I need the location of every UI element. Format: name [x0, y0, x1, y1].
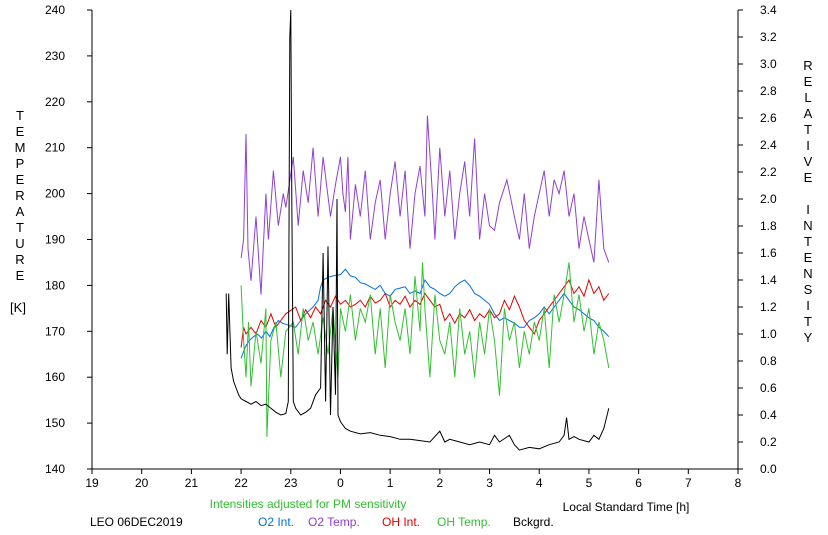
y-right-tick-label: 3.4 [760, 3, 777, 17]
y-axis-label-right-letter: E [804, 170, 813, 185]
y-left-tick-label: 180 [45, 278, 65, 292]
y-axis-label-right-letter: E [804, 74, 813, 89]
legend-item-bckgrd: Bckgrd. [513, 515, 554, 529]
y-right-tick-label: 1.4 [760, 273, 777, 287]
y-left-tick-label: 150 [45, 416, 65, 430]
x-tick-label: 23 [284, 476, 298, 490]
y-right-tick-label: 1.6 [760, 246, 777, 260]
y-axis-label-left-letter: U [15, 236, 24, 251]
y-axis-label-right-letter: S [804, 282, 813, 297]
legend: O2 Int. O2 Temp. OH Int. OH Temp. Bckgrd. [258, 515, 554, 529]
y-right-tick-label: 2.4 [760, 138, 777, 152]
y-axis-label-right-letter: Y [804, 330, 813, 345]
x-tick-label: 1 [387, 476, 394, 490]
y-axis-label-right-letter: R [803, 58, 812, 73]
station-date-label: LEO 06DEC2019 [90, 515, 183, 529]
y-right-tick-label: 3.0 [760, 57, 777, 71]
y-right-tick-label: 3.2 [760, 30, 777, 44]
y-axis-label-left-letter: E [16, 268, 25, 283]
x-tick-label: 22 [234, 476, 248, 490]
series-line-oh-temp [240, 262, 610, 437]
x-tick-label: 8 [735, 476, 742, 490]
y-axis-label-left-letter: A [16, 204, 25, 219]
y-left-tick-label: 160 [45, 370, 65, 384]
y-left-tick-label: 240 [45, 3, 65, 17]
y-axis-label-left-letter: E [16, 172, 25, 187]
y-axis-label-left-letter: M [15, 140, 26, 155]
y-axis-label-left-letter: E [16, 124, 25, 139]
y-axis-label-right-letter: I [806, 202, 810, 217]
x-tick-label: 5 [586, 476, 593, 490]
plot-area: 19 20 21 22 23 0 1 2 3 4 5 6 7 8140150160170180190200… [45, 3, 777, 490]
y-axis-label-right-letter: I [806, 298, 810, 313]
y-left-tick-label: 140 [45, 462, 65, 476]
y-left-tick-label: 200 [45, 187, 65, 201]
y-axis-label-left-letter: R [15, 188, 24, 203]
y-right-tick-label: 0.6 [760, 381, 777, 395]
y-axis-label-right-letter: T [804, 234, 812, 249]
x-tick-label: 6 [635, 476, 642, 490]
x-tick-label: 7 [685, 476, 692, 490]
x-tick-label: 19 [85, 476, 99, 490]
y-right-tick-label: 2.8 [760, 84, 777, 98]
y-right-tick-label: 0.8 [760, 354, 777, 368]
y-axis-label-right-letter: I [806, 138, 810, 153]
y-axis-label-right-letter: V [804, 154, 813, 169]
y-axis-label-right-letter: N [803, 218, 812, 233]
adjustment-note: Intensities adjusted for PM sensitivity [210, 497, 407, 511]
x-tick-label: 4 [536, 476, 543, 490]
y-right-tick-label: 0.0 [760, 462, 777, 476]
y-axis-label-right-letter: T [804, 314, 812, 329]
y-axis-label-right-letter: T [804, 122, 812, 137]
y-axis-label-left-letter: T [16, 220, 24, 235]
x-tick-label: 2 [437, 476, 444, 490]
legend-item-o2-int: O2 Int. [258, 515, 294, 529]
y-right-tick-label: 1.8 [760, 219, 777, 233]
y-right-tick-label: 0.4 [760, 408, 777, 422]
x-tick-label: 20 [135, 476, 149, 490]
legend-item-oh-int: OH Int. [382, 515, 420, 529]
y-axis-unit-left: [K] [10, 300, 26, 315]
y-right-tick-label: 1.2 [760, 300, 777, 314]
y-axis-label-left-letter: P [16, 156, 25, 171]
y-axis-label-right-letter: N [803, 266, 812, 281]
y-axis-label-left-letter: R [15, 252, 24, 267]
legend-item-oh-temp: OH Temp. [437, 515, 491, 529]
legend-item-o2-temp: O2 Temp. [308, 515, 360, 529]
y-axis-label-right-letter: A [804, 106, 813, 121]
y-left-tick-label: 210 [45, 141, 65, 155]
y-right-tick-label: 2.2 [760, 165, 777, 179]
y-axis-label-right-letter: L [804, 90, 811, 105]
y-right-tick-label: 1.0 [760, 327, 777, 341]
y-left-tick-label: 230 [45, 49, 65, 63]
y-right-tick-label: 0.2 [760, 435, 777, 449]
series-layer [225, 9, 610, 451]
ticks-layer: 19 20 21 22 23 0 1 2 3 4 5 6 7 8140150160170180190200… [45, 3, 777, 490]
x-tick-label: 21 [185, 476, 199, 490]
y-right-tick-label: 2.6 [760, 111, 777, 125]
series-line-bckgrd [225, 9, 610, 451]
y-left-tick-label: 190 [45, 233, 65, 247]
x-axis-label: Local Standard Time [h] [563, 500, 690, 514]
y-left-tick-label: 220 [45, 95, 65, 109]
series-line-o2-temp [240, 115, 610, 295]
x-tick-label: 3 [486, 476, 493, 490]
y-axis-label-left-letter: T [16, 108, 24, 123]
y-right-tick-label: 2.0 [760, 192, 777, 206]
x-tick-label: 0 [337, 476, 344, 490]
y-axis-label-right-letter: E [804, 250, 813, 265]
y-left-tick-label: 170 [45, 324, 65, 338]
